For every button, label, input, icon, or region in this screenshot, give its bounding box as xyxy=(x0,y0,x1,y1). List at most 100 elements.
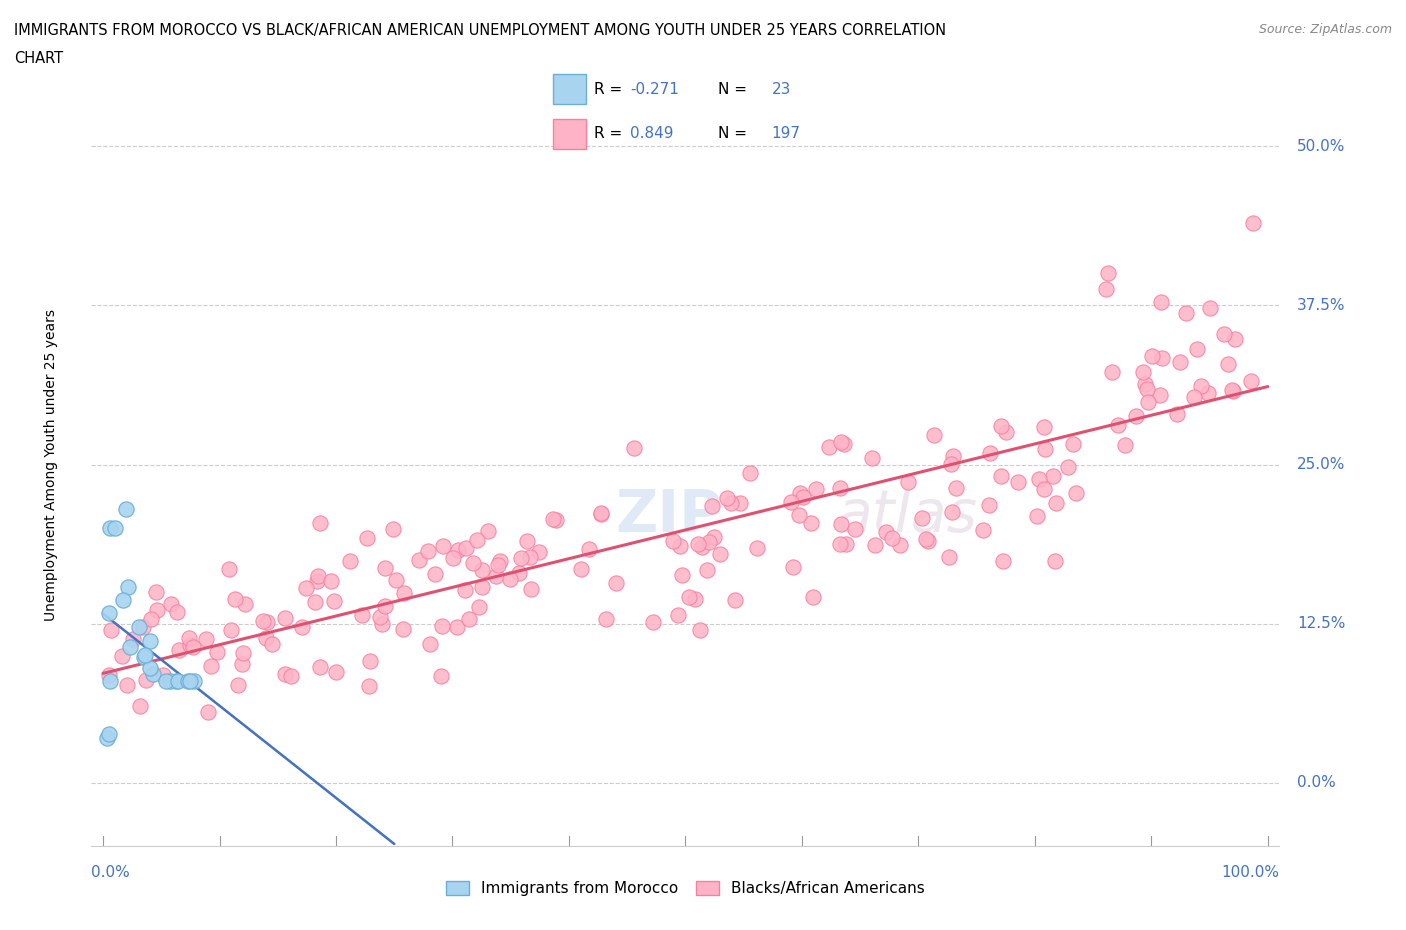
Point xyxy=(252,614,274,629)
Point xyxy=(98,668,121,683)
Point xyxy=(350,607,373,622)
Point xyxy=(979,445,1001,460)
Point xyxy=(716,490,738,505)
Text: N =: N = xyxy=(718,126,752,141)
Point xyxy=(465,533,488,548)
Point xyxy=(197,704,219,719)
Point xyxy=(357,678,380,693)
Point xyxy=(181,639,204,654)
Point xyxy=(468,599,491,614)
Point xyxy=(232,645,254,660)
Point xyxy=(991,553,1014,568)
Point xyxy=(307,568,329,583)
Text: 12.5%: 12.5% xyxy=(1296,616,1346,631)
Point xyxy=(145,584,167,599)
Point xyxy=(471,563,494,578)
Point xyxy=(915,532,938,547)
Point xyxy=(96,731,118,746)
Point xyxy=(356,530,378,545)
Point xyxy=(1026,509,1049,524)
Point xyxy=(254,631,277,645)
Point xyxy=(166,604,188,619)
Point xyxy=(179,631,201,645)
Point xyxy=(516,533,538,548)
Point xyxy=(1223,331,1246,346)
Text: 100.0%: 100.0% xyxy=(1222,866,1279,881)
Point xyxy=(177,673,200,688)
Point xyxy=(104,521,127,536)
Point xyxy=(419,636,441,651)
Point xyxy=(218,562,240,577)
Point xyxy=(219,623,242,638)
Point xyxy=(371,617,394,631)
Point xyxy=(416,543,439,558)
Text: 25.0%: 25.0% xyxy=(1296,457,1346,472)
Point xyxy=(485,569,508,584)
Point xyxy=(662,533,685,548)
Point xyxy=(690,539,713,554)
Point xyxy=(917,534,939,549)
Point xyxy=(605,576,627,591)
Point xyxy=(979,498,1001,512)
Point xyxy=(669,538,692,553)
Text: atlas: atlas xyxy=(837,487,977,544)
Point xyxy=(1097,265,1119,280)
Point xyxy=(446,619,468,634)
Point xyxy=(454,582,477,597)
Point xyxy=(1107,418,1129,432)
Point xyxy=(486,557,509,572)
Point xyxy=(1032,482,1054,497)
Point xyxy=(394,586,416,601)
Point xyxy=(135,672,157,687)
Point xyxy=(863,538,886,553)
Point xyxy=(477,524,499,538)
Point xyxy=(447,542,470,557)
Point xyxy=(1033,419,1056,434)
Point xyxy=(392,622,415,637)
Point xyxy=(889,538,911,552)
Point xyxy=(142,667,165,682)
Point xyxy=(195,631,218,646)
Point xyxy=(834,437,856,452)
Point xyxy=(1149,387,1171,402)
Point xyxy=(1166,406,1188,421)
Point xyxy=(544,512,567,527)
Point xyxy=(115,678,138,693)
Text: 37.5%: 37.5% xyxy=(1296,298,1346,312)
Text: 197: 197 xyxy=(772,126,800,141)
Point xyxy=(520,581,543,596)
Point xyxy=(1028,472,1050,486)
Point xyxy=(233,596,256,611)
Point xyxy=(359,654,381,669)
Point xyxy=(830,517,852,532)
Point xyxy=(922,427,945,442)
Point xyxy=(782,560,804,575)
Point xyxy=(226,678,249,693)
Point xyxy=(834,537,856,551)
Point xyxy=(260,636,283,651)
Point xyxy=(882,530,904,545)
Point xyxy=(1241,215,1264,230)
Point xyxy=(159,597,181,612)
Point xyxy=(339,554,361,569)
Point xyxy=(295,581,318,596)
Point xyxy=(134,648,156,663)
Point xyxy=(1152,351,1174,365)
Point xyxy=(789,485,811,500)
Point xyxy=(941,504,963,519)
Point xyxy=(745,540,768,555)
Point xyxy=(138,661,160,676)
Point xyxy=(685,591,707,606)
Point xyxy=(942,448,965,463)
Point xyxy=(321,574,343,589)
Text: -0.271: -0.271 xyxy=(630,82,679,97)
Point xyxy=(205,644,228,659)
Point xyxy=(589,506,612,521)
Point xyxy=(146,603,169,618)
Point xyxy=(155,673,177,688)
Text: Source: ZipAtlas.com: Source: ZipAtlas.com xyxy=(1258,23,1392,36)
Point xyxy=(368,609,391,624)
Point xyxy=(429,669,451,684)
Point xyxy=(132,619,155,634)
Text: Unemployment Among Youth under 25 years: Unemployment Among Youth under 25 years xyxy=(44,309,58,620)
